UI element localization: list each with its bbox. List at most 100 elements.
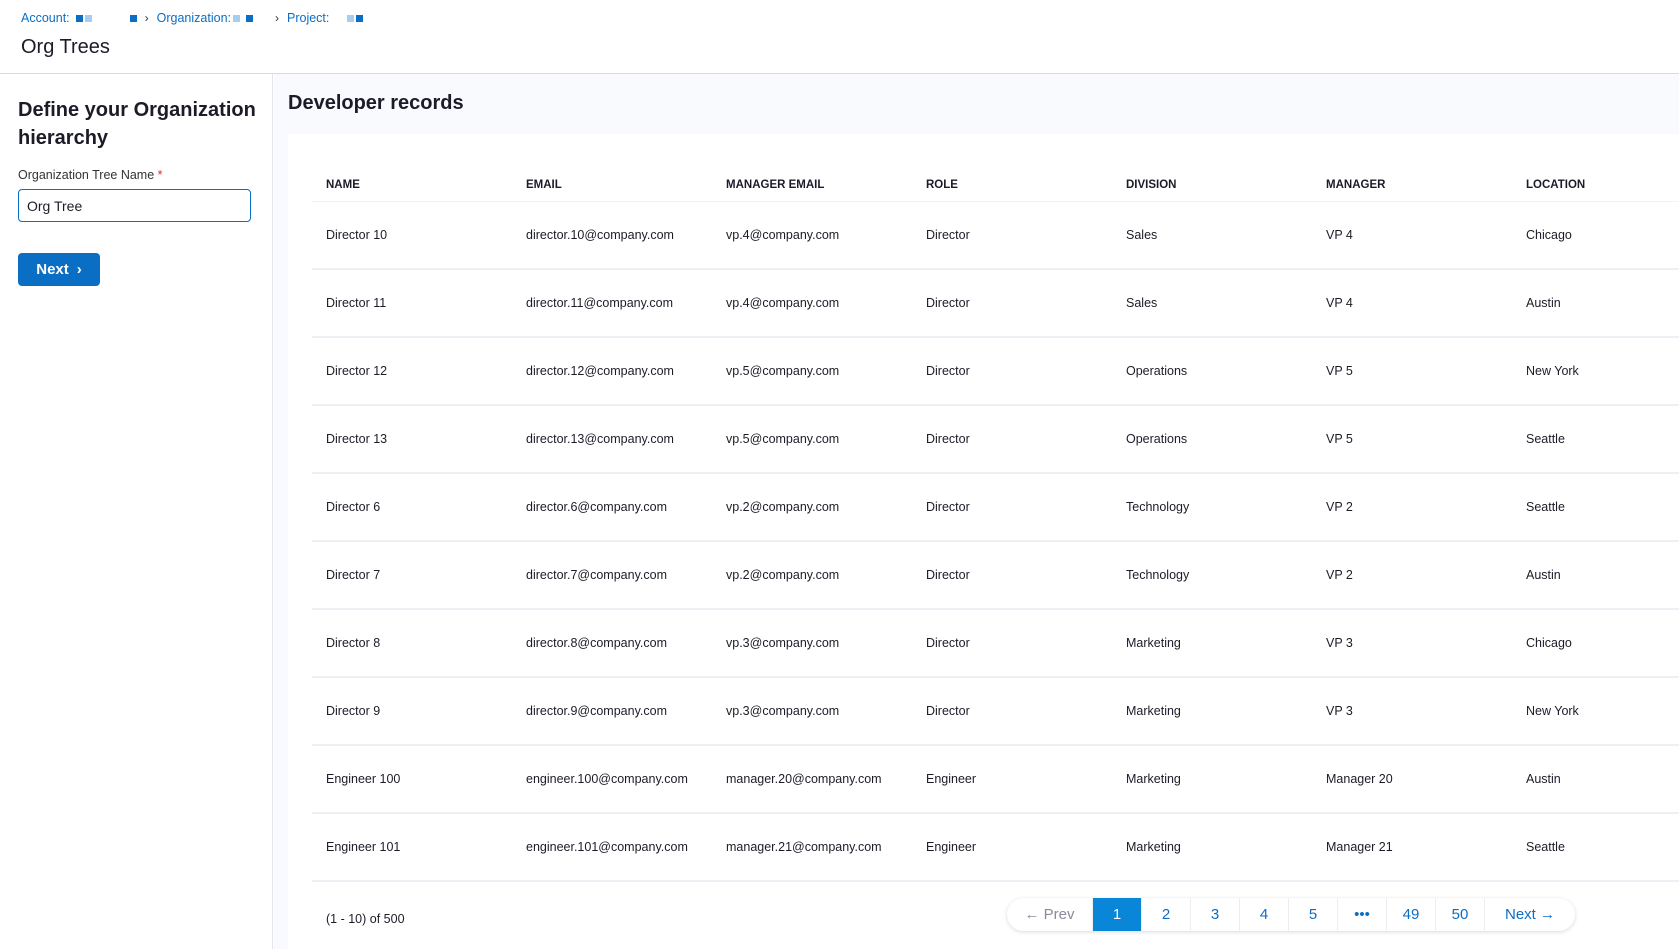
table-cell: vp.3@company.com <box>726 636 840 650</box>
table-cell: Marketing <box>1126 840 1181 854</box>
table-cell: Marketing <box>1126 772 1181 786</box>
page-button-2[interactable]: 2 <box>1142 898 1191 931</box>
table-cell: Austin <box>1526 568 1561 582</box>
main-content: Developer records NAME EMAIL MANAGER EMAIL… <box>274 74 1679 949</box>
table-cell: Chicago <box>1526 636 1572 650</box>
table-header: NAME EMAIL MANAGER EMAIL ROLE DIVISION MANAGE… <box>312 168 1679 202</box>
table-row[interactable]: Director 8 director.8@company.com vp.3@com… <box>312 610 1679 678</box>
page-button-50[interactable]: 50 <box>1436 898 1485 931</box>
table-cell: Director 12 <box>326 364 388 378</box>
sidebar: Define your Organization hierarchy Organ… <box>0 74 273 949</box>
table-row[interactable]: Director 10 director.10@company.com vp.4@c… <box>312 202 1679 270</box>
page-title: Org Trees <box>21 36 110 58</box>
chevron-right-icon: › <box>76 261 82 278</box>
table-cell: vp.4@company.com <box>726 296 840 310</box>
table-cell: vp.4@company.com <box>726 228 840 242</box>
table-cell: Director <box>926 704 970 718</box>
breadcrumb-project[interactable]: Project: <box>287 11 330 25</box>
table-cell: vp.2@company.com <box>726 500 840 514</box>
page-button-5[interactable]: 5 <box>1289 898 1338 931</box>
table-row[interactable]: Director 6 director.6@company.com vp.2@com… <box>312 474 1679 542</box>
table-cell: director.11@company.com <box>526 296 674 310</box>
redacted-block <box>75 14 83 22</box>
column-header: NAME <box>326 178 360 191</box>
table-cell: engineer.100@company.com <box>526 772 688 786</box>
table-cell: Operations <box>1126 364 1188 378</box>
table-cell: Director 6 <box>326 500 381 514</box>
table-cell: Director <box>926 500 970 514</box>
table-row[interactable]: Director 12 director.12@company.com vp.5@c… <box>312 338 1679 406</box>
table-cell: VP 4 <box>1326 296 1353 310</box>
table-cell: Engineer 100 <box>326 772 401 786</box>
redacted-block <box>347 14 355 22</box>
redacted-block <box>246 14 253 22</box>
table-row[interactable]: Director 9 director.9@company.com vp.3@com… <box>312 678 1679 746</box>
table-row[interactable]: Director 13 director.13@company.com vp.5@c… <box>312 406 1679 474</box>
section-title: Developer records <box>288 92 464 114</box>
table-cell: director.7@company.com <box>526 568 667 582</box>
column-header: MANAGER <box>1326 178 1386 191</box>
page-button-3[interactable]: 3 <box>1191 898 1240 931</box>
column-header: ROLE <box>926 178 958 191</box>
sidebar-heading: Define your Organization hierarchy <box>18 99 256 149</box>
table-cell: Technology <box>1126 568 1190 582</box>
pagination-ellipsis[interactable]: ••• <box>1338 898 1387 931</box>
prev-page-button[interactable]: ← Prev <box>1007 898 1093 931</box>
column-header: MANAGER EMAIL <box>726 178 825 191</box>
table-cell: Marketing <box>1126 636 1181 650</box>
table-cell: manager.20@company.com <box>726 772 882 786</box>
table-cell: VP 3 <box>1326 636 1353 650</box>
next-button[interactable]: Next › <box>18 253 100 286</box>
table-cell: Marketing <box>1126 704 1181 718</box>
table-cell: Manager 20 <box>1326 772 1393 786</box>
table-row[interactable]: Director 11 director.11@company.com vp.4@c… <box>312 270 1679 338</box>
breadcrumb-account[interactable]: Account: <box>21 11 70 25</box>
table-cell: Director <box>926 568 970 582</box>
table-row[interactable]: Engineer 101 engineer.101@company.com mana… <box>312 814 1679 882</box>
table-cell: Austin <box>1526 296 1561 310</box>
next-page-button[interactable]: Next → <box>1504 906 1555 923</box>
table-cell: engineer.101@company.com <box>526 840 688 854</box>
table-cell: Austin <box>1526 772 1561 786</box>
column-header: LOCATION <box>1526 178 1586 191</box>
page-button-49[interactable]: 49 <box>1387 898 1436 931</box>
column-header: DIVISION <box>1126 178 1177 191</box>
table-cell: Engineer <box>926 772 977 786</box>
table-row[interactable]: Engineer 100 engineer.100@company.com mana… <box>312 746 1679 814</box>
table-cell: director.6@company.com <box>526 500 667 514</box>
tree-name-input[interactable] <box>18 189 251 222</box>
redacted-block <box>233 14 240 22</box>
table-cell: Engineer 101 <box>326 840 401 854</box>
chevron-right-icon: › <box>144 11 149 25</box>
table-cell: vp.5@company.com <box>726 364 840 378</box>
table-row[interactable]: Director 7 director.7@company.com vp.2@com… <box>312 542 1679 610</box>
page-button-4[interactable]: 4 <box>1240 898 1289 931</box>
table-cell: Director 10 <box>326 228 388 242</box>
table-cell: Director <box>926 364 970 378</box>
breadcrumb-organization[interactable]: Organization: <box>156 11 231 25</box>
table-cell: Operations <box>1126 432 1188 446</box>
chevron-right-icon: › <box>275 11 279 25</box>
table-cell: vp.5@company.com <box>726 432 840 446</box>
records-table: NAME EMAIL MANAGER EMAIL ROLE DIVISION MANAGE… <box>288 134 1679 949</box>
table-cell: New York <box>1526 364 1579 378</box>
table-cell: director.8@company.com <box>526 636 667 650</box>
table-cell: Director <box>926 228 970 242</box>
table-cell: director.12@company.com <box>526 364 674 378</box>
table-cell: Seattle <box>1526 840 1565 854</box>
table-cell: vp.2@company.com <box>726 568 840 582</box>
tree-name-label: Organization Tree Name * <box>18 168 163 182</box>
column-header: EMAIL <box>526 178 562 191</box>
tree-name-label-text: Organization Tree Name <box>18 168 155 182</box>
page-button-1[interactable]: 1 <box>1093 898 1142 931</box>
table-cell: Manager 21 <box>1326 840 1393 854</box>
pagination-summary: (1 - 10) of 500 <box>326 912 405 926</box>
table-cell: Chicago <box>1526 228 1572 242</box>
table-cell: director.10@company.com <box>526 228 674 242</box>
table-cell: Director <box>926 296 970 310</box>
table-cell: Sales <box>1126 228 1158 242</box>
table-cell: Technology <box>1126 500 1190 514</box>
next-button-label: Next <box>36 261 69 278</box>
table-cell: Seattle <box>1526 500 1565 514</box>
table-cell: Director 8 <box>326 636 381 650</box>
